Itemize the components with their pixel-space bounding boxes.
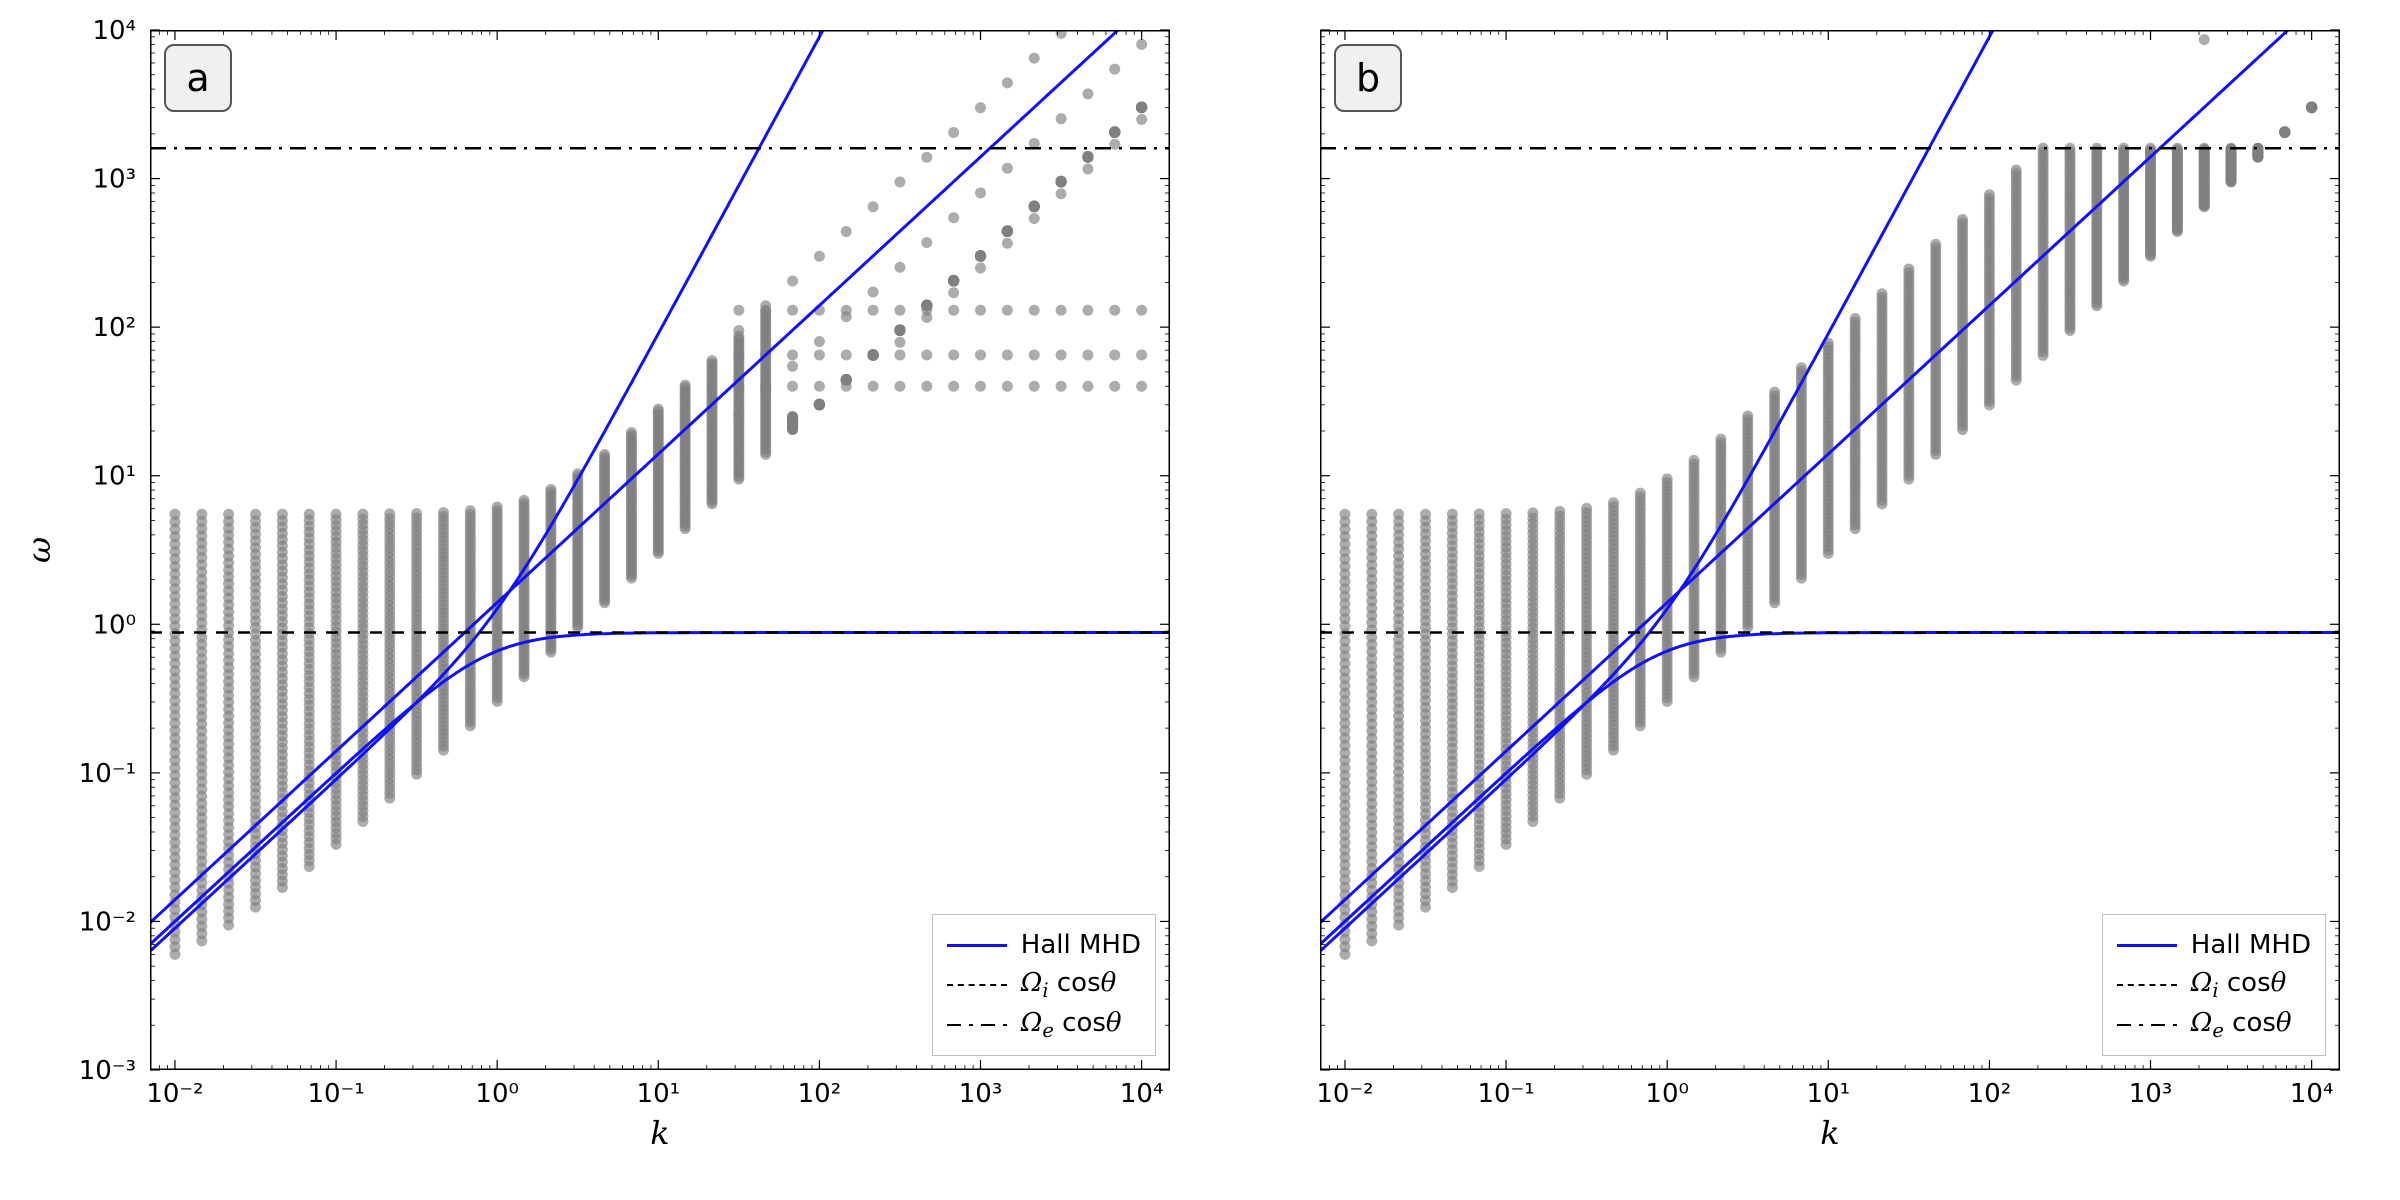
x-axis-label: k bbox=[1820, 1114, 1839, 1152]
y-tick-label: 10⁻² bbox=[79, 907, 136, 937]
legend-label: Ωi cosθ bbox=[1021, 968, 1116, 1002]
x-tick-label: 10¹ bbox=[637, 1079, 681, 1109]
y-tick-label: 10³ bbox=[92, 165, 136, 195]
x-tick-label: 10³ bbox=[959, 1079, 1003, 1109]
legend-row: Ωi cosθ bbox=[947, 965, 1141, 1005]
x-axis-label: k bbox=[650, 1114, 669, 1152]
legend-label: Hall MHD bbox=[1021, 930, 1141, 960]
legend-label: Ωe cosθ bbox=[2191, 1008, 2292, 1042]
legend-row: Ωi cosθ bbox=[2117, 965, 2311, 1005]
legend-line-icon bbox=[947, 1024, 1007, 1027]
y-tick-label: 10⁻³ bbox=[79, 1056, 136, 1086]
panel-badge-a: a bbox=[164, 44, 232, 112]
legend-row: Ωe cosθ bbox=[947, 1005, 1141, 1045]
legend: Hall MHD Ωi cosθ Ωe cosθ bbox=[2102, 914, 2326, 1056]
x-tick-label: 10⁻² bbox=[146, 1079, 203, 1109]
x-tick-label: 10⁻¹ bbox=[1477, 1079, 1534, 1109]
x-tick-label: 10⁴ bbox=[2290, 1079, 2334, 1109]
y-tick-label: 10⁰ bbox=[92, 610, 136, 640]
legend-line-icon bbox=[2117, 984, 2177, 986]
legend-label: Ωe cosθ bbox=[1021, 1008, 1122, 1042]
legend-line-icon bbox=[2117, 944, 2177, 947]
y-tick-label: 10¹ bbox=[92, 462, 136, 492]
legend-line-icon bbox=[947, 984, 1007, 986]
figure-root: 10⁻² 10⁻¹ 10⁰ 10¹ 10² 10³ 10⁴ 10⁻³ 10⁻² 10⁻¹ 10⁰ 10… bbox=[0, 0, 2400, 1200]
x-tick-label: 10² bbox=[798, 1079, 842, 1109]
x-tick-label: 10⁰ bbox=[475, 1079, 519, 1109]
y-tick-label: 10⁻¹ bbox=[79, 759, 136, 789]
legend-label: Hall MHD bbox=[2191, 930, 2311, 960]
legend-line-icon bbox=[2117, 1024, 2177, 1027]
panel-a: 10⁻²10⁻¹10⁰10¹10²10³10⁴10⁻³10⁻²10⁻¹10⁰10… bbox=[150, 30, 1170, 1070]
legend-line-icon bbox=[947, 944, 1007, 947]
y-tick-label: 10⁴ bbox=[92, 16, 136, 46]
panel-b: 10⁻²10⁻¹10⁰10¹10²10³10⁴kbHall MHDΩi cosθ… bbox=[1320, 30, 2340, 1070]
legend: Hall MHD Ωi cosθ Ωe cosθ bbox=[932, 914, 1156, 1056]
x-tick-label: 10⁴ bbox=[1120, 1079, 1164, 1109]
x-tick-label: 10⁻¹ bbox=[307, 1079, 364, 1109]
legend-row: Ωe cosθ bbox=[2117, 1005, 2311, 1045]
x-tick-label: 10⁻² bbox=[1316, 1079, 1373, 1109]
y-tick-label: 10² bbox=[92, 313, 136, 343]
y-axis-label: ω bbox=[20, 537, 58, 563]
x-tick-label: 10⁰ bbox=[1645, 1079, 1689, 1109]
legend-label: Ωi cosθ bbox=[2191, 968, 2286, 1002]
x-tick-label: 10³ bbox=[2129, 1079, 2173, 1109]
x-tick-label: 10² bbox=[1968, 1079, 2012, 1109]
legend-row: Hall MHD bbox=[2117, 925, 2311, 965]
panel-badge-b: b bbox=[1334, 44, 1402, 112]
legend-row: Hall MHD bbox=[947, 925, 1141, 965]
x-tick-label: 10¹ bbox=[1807, 1079, 1851, 1109]
